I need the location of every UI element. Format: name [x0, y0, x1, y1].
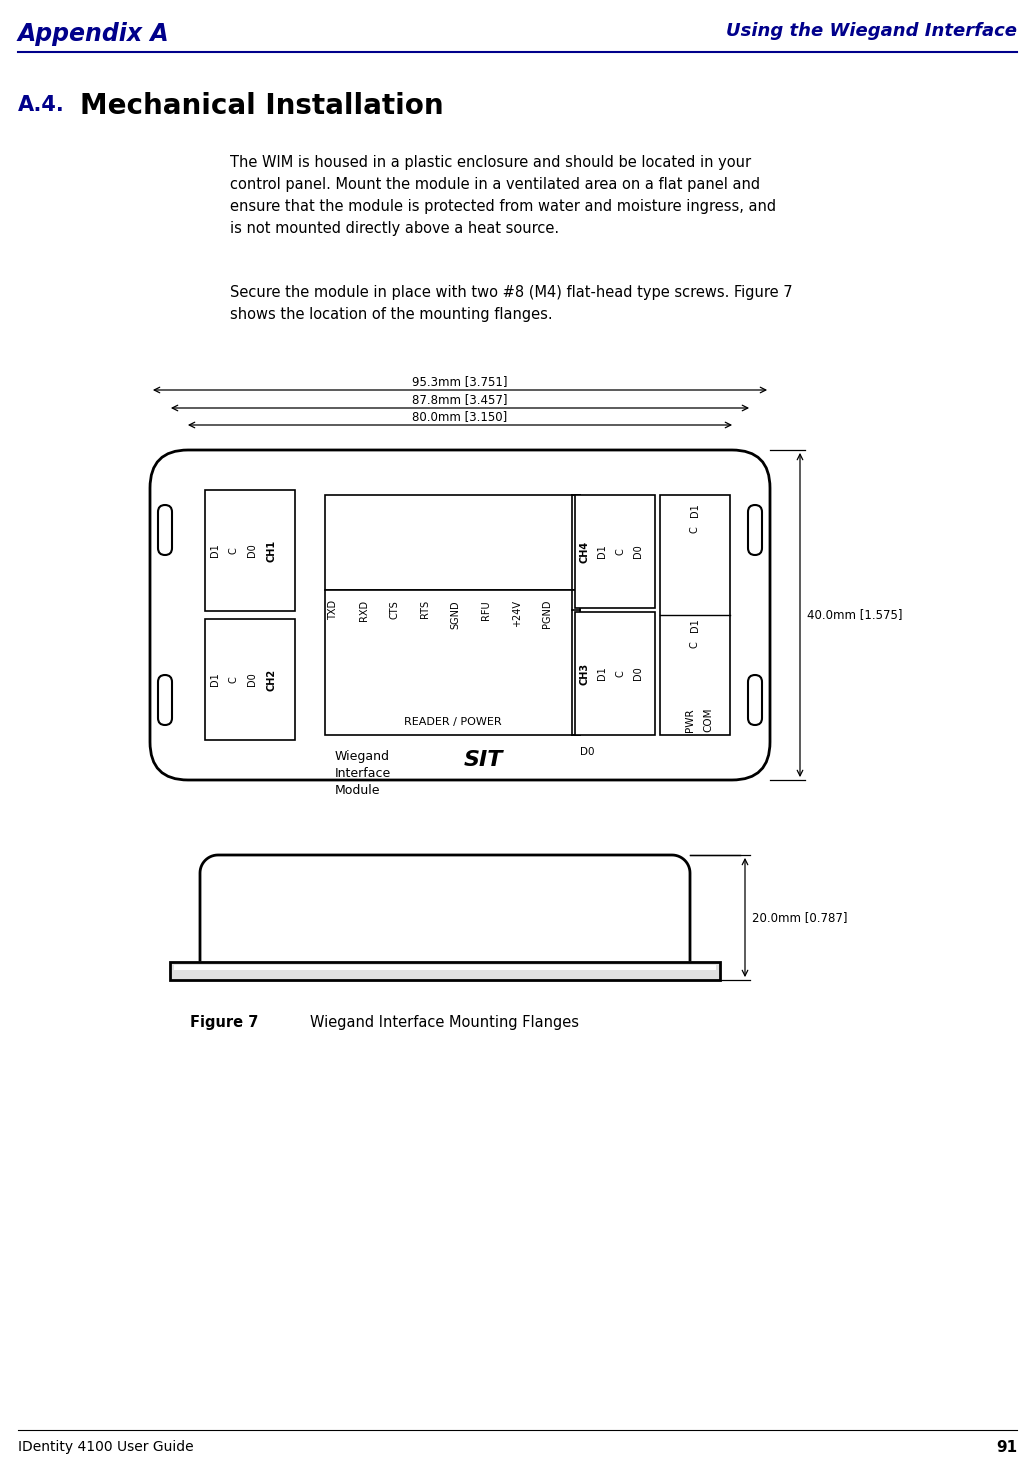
Text: RTS: RTS — [420, 600, 430, 619]
Text: D1: D1 — [210, 673, 220, 686]
Text: 87.8mm [3.457]: 87.8mm [3.457] — [412, 394, 508, 407]
Text: READER / POWER: READER / POWER — [404, 717, 501, 727]
Text: RXD: RXD — [358, 600, 368, 622]
Text: CH3: CH3 — [580, 663, 590, 685]
Text: D0: D0 — [632, 667, 643, 680]
Text: Secure the module in place with two #8 (M4) flat-head type screws. Figure 7: Secure the module in place with two #8 (… — [230, 285, 793, 300]
Text: IDentity 4100 User Guide: IDentity 4100 User Guide — [18, 1440, 194, 1454]
Text: CTS: CTS — [389, 600, 400, 619]
Text: C: C — [690, 527, 700, 534]
Text: PGND: PGND — [542, 600, 553, 629]
Text: Figure 7: Figure 7 — [190, 1015, 259, 1030]
Text: Wiegand Interface Mounting Flanges: Wiegand Interface Mounting Flanges — [310, 1015, 579, 1030]
Text: 20.0mm [0.787]: 20.0mm [0.787] — [752, 911, 848, 925]
Text: Mechanical Installation: Mechanical Installation — [80, 92, 444, 120]
Text: Appendix A: Appendix A — [18, 22, 170, 45]
Text: 91: 91 — [996, 1440, 1017, 1456]
Bar — [174, 966, 716, 970]
Text: shows the location of the mounting flanges.: shows the location of the mounting flang… — [230, 307, 553, 322]
Bar — [205, 619, 295, 740]
Text: CH2: CH2 — [266, 669, 276, 691]
Text: 40.0mm [1.575]: 40.0mm [1.575] — [807, 609, 903, 622]
Text: SIT: SIT — [464, 751, 503, 770]
Text: A.4.: A.4. — [18, 95, 65, 116]
FancyBboxPatch shape — [158, 674, 172, 726]
Text: D1: D1 — [690, 503, 700, 516]
FancyBboxPatch shape — [748, 674, 762, 726]
Text: 80.0mm [3.150]: 80.0mm [3.150] — [412, 410, 507, 423]
Text: CH1: CH1 — [266, 540, 276, 562]
Bar — [205, 490, 295, 612]
Text: CH4: CH4 — [580, 540, 590, 563]
Text: D0: D0 — [632, 544, 643, 559]
Bar — [170, 963, 720, 980]
Text: D0: D0 — [247, 544, 258, 557]
Text: COM: COM — [703, 708, 713, 733]
Text: C: C — [615, 670, 625, 677]
Text: +24V: +24V — [511, 600, 522, 628]
Text: C: C — [615, 549, 625, 554]
FancyBboxPatch shape — [158, 505, 172, 554]
Text: 95.3mm [3.751]: 95.3mm [3.751] — [412, 375, 508, 388]
Text: C: C — [229, 547, 239, 554]
Text: Using the Wiegand Interface: Using the Wiegand Interface — [726, 22, 1017, 40]
Text: RFU: RFU — [481, 600, 492, 620]
Bar — [660, 494, 730, 734]
Text: D0: D0 — [247, 673, 258, 686]
Bar — [575, 494, 655, 609]
FancyBboxPatch shape — [748, 505, 762, 554]
Text: The WIM is housed in a plastic enclosure and should be located in your: The WIM is housed in a plastic enclosure… — [230, 155, 751, 170]
Text: is not mounted directly above a heat source.: is not mounted directly above a heat sou… — [230, 221, 559, 236]
Text: control panel. Mount the module in a ventilated area on a flat panel and: control panel. Mount the module in a ven… — [230, 177, 760, 192]
Text: ensure that the module is protected from water and moisture ingress, and: ensure that the module is protected from… — [230, 199, 776, 214]
FancyBboxPatch shape — [150, 451, 770, 780]
Text: Wiegand
Interface
Module: Wiegand Interface Module — [335, 751, 391, 797]
Bar — [325, 590, 580, 734]
Text: TXD: TXD — [328, 600, 338, 620]
Bar — [325, 494, 580, 590]
Text: D1: D1 — [210, 544, 220, 557]
Text: D1: D1 — [597, 544, 608, 559]
Text: PWR: PWR — [685, 708, 694, 732]
Text: SGND: SGND — [450, 600, 461, 629]
Text: D1: D1 — [690, 619, 700, 632]
Text: C: C — [690, 642, 700, 648]
Text: D1: D1 — [597, 667, 608, 680]
Text: D0: D0 — [580, 748, 594, 756]
Bar — [575, 612, 655, 734]
Text: C: C — [229, 676, 239, 683]
